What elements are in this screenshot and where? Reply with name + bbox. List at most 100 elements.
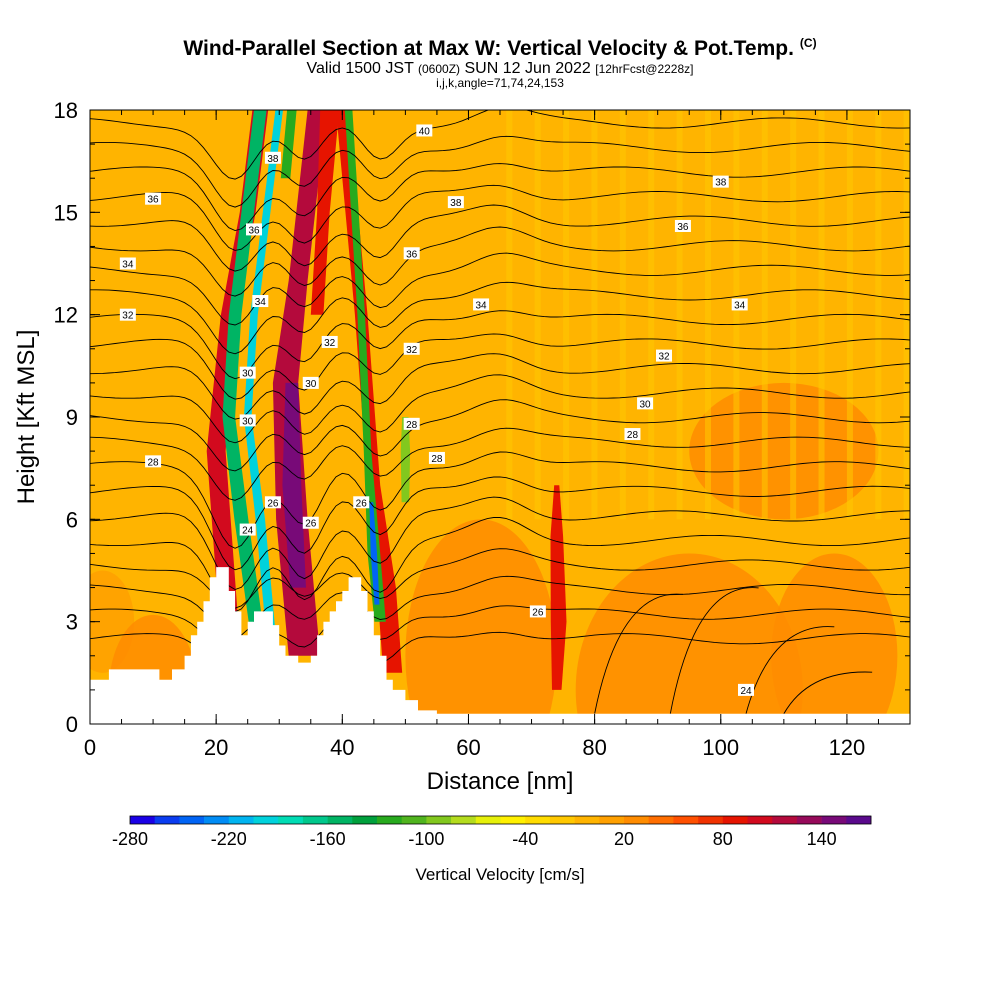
colorbar-swatch xyxy=(846,816,872,824)
colorbar-tick-label: -220 xyxy=(211,829,247,849)
colorbar-swatch xyxy=(278,816,304,824)
downdraft-core xyxy=(369,502,380,605)
colorbar-swatch xyxy=(698,816,724,824)
contour-label-bg xyxy=(264,151,281,164)
colorbar-swatch xyxy=(648,816,674,824)
contour-label: 24 xyxy=(740,686,752,697)
chart-title-text: Wind-Parallel Section at Max W: Vertical… xyxy=(183,37,794,60)
theta-contour xyxy=(90,226,910,297)
colorbar-tick-label: 20 xyxy=(614,829,634,849)
x-tick-label: 20 xyxy=(204,735,228,760)
theta-contour xyxy=(90,310,910,380)
theta-contour xyxy=(90,184,910,251)
theta-contour xyxy=(90,281,910,355)
colorbar-swatch xyxy=(377,816,402,824)
contour-label-bg xyxy=(624,428,641,441)
x-tick-label: 0 xyxy=(84,735,96,760)
y-tick-label: 9 xyxy=(66,405,78,430)
theta-contour xyxy=(90,163,910,231)
velocity-streak xyxy=(648,110,655,520)
velocity-streak xyxy=(818,110,825,520)
colorbar-swatch xyxy=(747,816,773,824)
theta-contour xyxy=(90,204,910,272)
contour-label-bg xyxy=(403,342,420,355)
contour-label: 36 xyxy=(406,249,418,260)
subtitle-date: SUN 12 Jun 2022 xyxy=(464,60,591,77)
velocity-streak xyxy=(790,110,797,520)
theta-contour xyxy=(669,587,759,714)
colorbar-swatch xyxy=(525,816,551,824)
theta-contour xyxy=(90,252,910,326)
theta-contour xyxy=(90,333,910,400)
y-tick-label: 12 xyxy=(54,303,78,328)
theta-contour xyxy=(90,135,910,208)
contour-label: 34 xyxy=(476,300,488,311)
downdraft-band xyxy=(243,110,283,656)
colorbar-swatch xyxy=(426,816,452,824)
contour-label-bg xyxy=(656,349,672,362)
colorbar-swatch xyxy=(228,816,254,824)
contour-label: 26 xyxy=(356,498,368,509)
contour-label-bg xyxy=(302,516,319,529)
contour-label-bg xyxy=(637,397,654,410)
contour-label: 26 xyxy=(267,498,279,509)
theta-contour xyxy=(90,399,910,472)
contour-label: 28 xyxy=(431,454,443,465)
contour-label-bg xyxy=(416,124,433,137)
downdraft-band xyxy=(222,110,268,656)
colorbar-tick-label: -280 xyxy=(112,829,148,849)
contour-label: 28 xyxy=(406,420,418,431)
subtitle-valid: Valid 1500 JST xyxy=(306,60,414,77)
contour-label-bg xyxy=(246,223,262,236)
contour-label-bg xyxy=(119,257,136,270)
contour-label-bg xyxy=(145,192,162,205)
contour-label-bg xyxy=(473,298,490,311)
colorbar-swatch xyxy=(599,816,625,824)
contour-label-bg xyxy=(264,496,281,509)
contour-label: 30 xyxy=(305,379,317,390)
contour-label: 26 xyxy=(532,607,544,618)
contour-label-bg xyxy=(428,451,445,464)
x-tick-label: 80 xyxy=(582,735,606,760)
colorbar-swatch xyxy=(549,816,575,824)
colorbar-tick-label: -160 xyxy=(310,829,346,849)
downdraft-band xyxy=(280,110,297,179)
x-tick-label: 60 xyxy=(456,735,480,760)
y-tick-label: 18 xyxy=(54,98,78,123)
colorbar-swatch xyxy=(352,816,378,824)
contour-label-bg xyxy=(321,335,338,348)
contour-label: 36 xyxy=(248,225,260,236)
x-tick-label: 100 xyxy=(702,735,739,760)
chart-subtitle-2: i,j,k,angle=71,74,24,153 xyxy=(436,76,564,90)
contour-label-bg xyxy=(403,417,420,430)
theta-contour xyxy=(90,476,910,571)
theta-contour xyxy=(90,110,910,180)
contour-label: 38 xyxy=(450,198,462,209)
colorbar-swatch xyxy=(302,816,328,824)
colorbar-tick-label: 80 xyxy=(713,829,733,849)
colorbar-swatch xyxy=(500,816,526,824)
terrain xyxy=(90,567,910,724)
terrain-fill xyxy=(90,567,910,724)
velocity-streak xyxy=(563,110,570,520)
y-tick-label: 15 xyxy=(54,200,78,225)
contour-label: 30 xyxy=(640,399,652,410)
colorbar-swatch xyxy=(401,816,427,824)
contour-label: 32 xyxy=(324,338,336,349)
chart-title-tag: (C) xyxy=(799,36,817,50)
contour-label-bg xyxy=(252,295,269,308)
colorbar-swatch xyxy=(624,816,649,824)
contour-label-bg xyxy=(145,455,162,468)
colorbar-swatch xyxy=(130,816,155,824)
colorbar-swatch xyxy=(475,816,501,824)
contour-label-bg xyxy=(302,376,319,389)
colorbar-tick-label: -100 xyxy=(408,829,444,849)
contour-label: 28 xyxy=(627,430,639,441)
subtitle-forecast: [12hrFcst@2228z] xyxy=(595,62,694,76)
colorbar-label: Vertical Velocity [cm/s] xyxy=(415,865,584,884)
colorbar-tick-label: -40 xyxy=(512,829,538,849)
colorbar-swatch xyxy=(253,816,279,824)
contour-label-bg xyxy=(447,196,464,209)
